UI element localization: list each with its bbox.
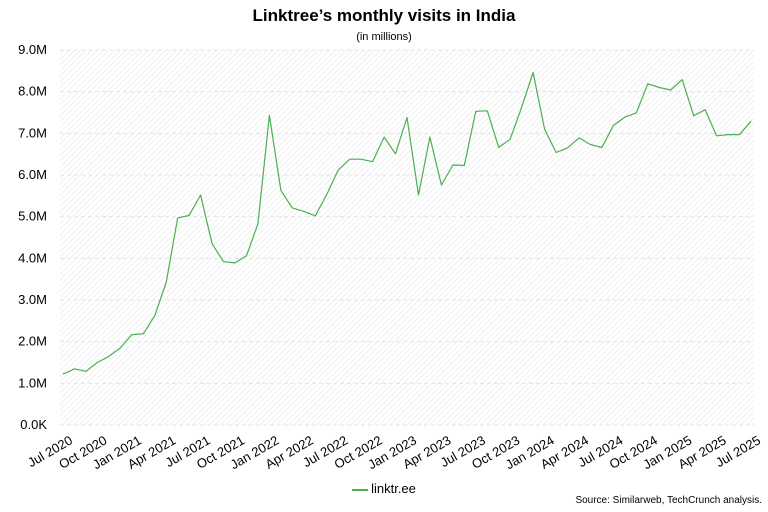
y-tick-label: 7.0M <box>18 125 47 140</box>
legend-label: linktr.ee <box>371 481 416 496</box>
source-note: Source: Similarweb, TechCrunch analysis. <box>575 495 762 506</box>
legend-swatch <box>352 488 369 491</box>
chart-subtitle: (in millions) <box>356 31 412 43</box>
plot-area <box>60 50 754 425</box>
y-tick-label: 0.0K <box>20 417 47 432</box>
y-tick-label: 9.0M <box>18 42 47 57</box>
gridlines <box>60 49 754 426</box>
y-axis: 0.0K 1.0M 2.0M 3.0M 4.0M 5.0M 6.0M 7.0M 8.0M 9.0M <box>18 42 47 432</box>
legend: linktr.ee <box>0 481 768 496</box>
series-line <box>62 71 752 375</box>
y-tick-label: 1.0M <box>18 375 47 390</box>
y-tick-label: 3.0M <box>18 292 47 307</box>
y-tick-label: 2.0M <box>18 334 47 349</box>
series-lines <box>62 71 752 375</box>
line-chart: 0.0K 1.0M 2.0M 3.0M 4.0M 5.0M 6.0M 7.0M 8.0M 9.0M… <box>18 42 763 472</box>
y-tick-label: 4.0M <box>18 250 47 265</box>
chart-title: Linktree’s monthly visits in India <box>252 6 516 25</box>
y-tick-label: 6.0M <box>18 167 47 182</box>
y-tick-label: 8.0M <box>18 84 47 99</box>
y-tick-label: 5.0M <box>18 209 47 224</box>
